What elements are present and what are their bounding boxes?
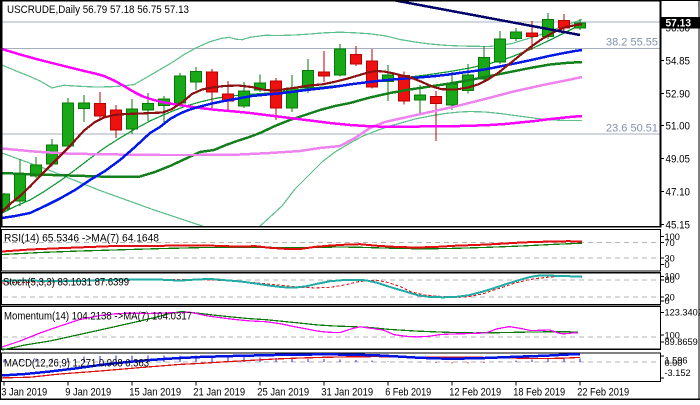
svg-text:49.05: 49.05	[666, 153, 691, 165]
svg-text:23.6 50.51: 23.6 50.51	[606, 123, 658, 135]
svg-text:25 Jan 2019: 25 Jan 2019	[257, 387, 309, 399]
svg-text:Momentum(14) 104.2138 ->MA(7): Momentum(14) 104.2138 ->MA(7) 104.0317	[4, 311, 192, 323]
svg-text:51.00: 51.00	[666, 120, 691, 132]
svg-text:89.8659: 89.8659	[665, 337, 698, 347]
svg-text:70: 70	[665, 238, 675, 248]
svg-text:80: 80	[665, 275, 675, 285]
svg-text:0.00: 0.00	[665, 358, 683, 368]
svg-text:9 Jan 2019: 9 Jan 2019	[65, 387, 111, 399]
svg-text:31 Jan 2019: 31 Jan 2019	[321, 387, 373, 399]
svg-text:0: 0	[665, 260, 670, 270]
svg-text:18 Feb 2019: 18 Feb 2019	[513, 387, 565, 399]
svg-text:Stoch(5,3,3) 83.1031 87.6399: Stoch(5,3,3) 83.1031 87.6399	[3, 277, 129, 289]
svg-text:21 Jan 2019: 21 Jan 2019	[193, 387, 245, 399]
svg-text:57.13: 57.13	[666, 18, 692, 30]
svg-text:12 Feb 2019: 12 Feb 2019	[449, 387, 501, 399]
svg-text:123.3402: 123.3402	[665, 308, 700, 318]
svg-text:52.90: 52.90	[666, 88, 691, 100]
svg-text:6 Feb 2019: 6 Feb 2019	[385, 387, 431, 399]
svg-text:USCRUDE,Daily 56.79 57.18 56.: USCRUDE,Daily 56.79 57.18 56.75 57.13	[7, 4, 189, 16]
svg-text:22 Feb 2019: 22 Feb 2019	[577, 387, 629, 399]
svg-text:15 Jan 2019: 15 Jan 2019	[129, 387, 181, 399]
svg-text:RSI(14) 65.5346 ->MA(7) 64.16: RSI(14) 65.5346 ->MA(7) 64.1648	[4, 233, 159, 245]
svg-text:47.10: 47.10	[666, 186, 691, 198]
svg-text:54.85: 54.85	[666, 55, 691, 67]
svg-text:MACD(12,26,9) 1.271 0.908 0.36: MACD(12,26,9) 1.271 0.908 0.363	[4, 358, 149, 370]
svg-text:38.2 55.55: 38.2 55.55	[606, 37, 658, 49]
svg-text:3 Jan 2019: 3 Jan 2019	[1, 387, 47, 399]
svg-text:-3.152: -3.152	[665, 368, 691, 378]
svg-text:0: 0	[665, 296, 670, 306]
svg-text:45.15: 45.15	[666, 219, 691, 231]
